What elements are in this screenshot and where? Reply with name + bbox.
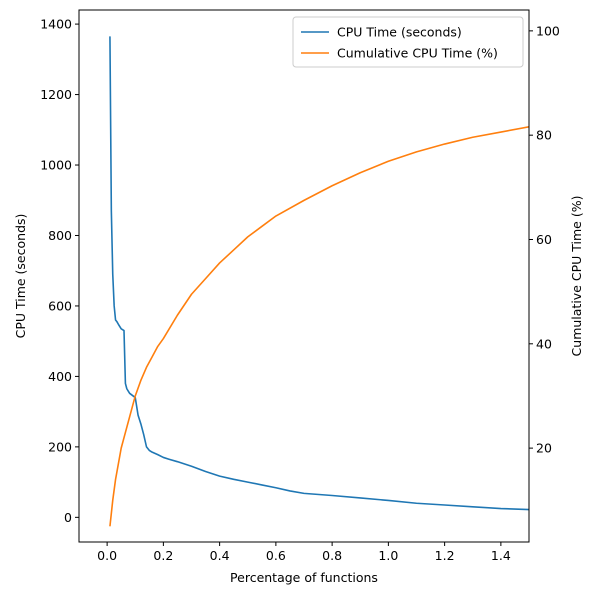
left-y-axis-label: CPU Time (seconds)	[13, 214, 28, 339]
legend-entry-cumulative-cpu-time: Cumulative CPU Time (%)	[337, 46, 498, 61]
series-line-cpu-time	[109, 36, 529, 511]
right-y-tick-label: 40	[536, 336, 552, 351]
legend-entry-cpu-time: CPU Time (seconds)	[337, 25, 462, 40]
left-y-tick-label: 600	[48, 298, 72, 313]
legend-box	[292, 16, 524, 68]
left-y-tick-label: 800	[48, 228, 72, 243]
left-y-tick-label: 400	[48, 369, 72, 384]
left-y-tick-label: 200	[48, 439, 72, 454]
x-tick-label: 0.6	[266, 548, 286, 563]
right-y-tick-label: 80	[536, 128, 552, 143]
right-y-axis-label: Cumulative CPU Time (%)	[569, 196, 584, 357]
x-tick-label: 1.4	[491, 548, 511, 563]
left-y-tick-label: 0	[64, 510, 72, 525]
x-axis-ticks: 0.0 0.2 0.4 0.6 0.8 1.0 1.2 1.4	[97, 542, 511, 563]
left-y-tick-label: 1200	[40, 87, 72, 102]
left-y-tick-label: 1000	[40, 158, 72, 173]
left-y-axis-ticks: 0 200 400 600 800 1000 1200 1400	[40, 17, 79, 525]
right-y-tick-label: 100	[536, 23, 560, 38]
x-tick-label: 0.0	[97, 548, 117, 563]
right-y-axis-ticks: 20 40 60 80 100	[529, 23, 560, 456]
x-tick-label: 0.8	[322, 548, 342, 563]
series-layer	[109, 36, 529, 527]
x-tick-label: 1.2	[435, 548, 455, 563]
x-tick-label: 0.4	[210, 548, 230, 563]
left-y-tick-label: 1400	[40, 17, 72, 32]
plot-frame	[78, 9, 530, 543]
right-y-tick-label: 60	[536, 232, 552, 247]
legend: CPU Time (seconds) Cumulative CPU Time (…	[292, 16, 524, 68]
x-axis-label: Percentage of functions	[230, 570, 378, 585]
right-y-tick-label: 20	[536, 441, 552, 456]
x-tick-label: 0.2	[153, 548, 173, 563]
x-tick-label: 1.0	[378, 548, 398, 563]
series-line-cumulative-cpu-time	[109, 126, 529, 527]
